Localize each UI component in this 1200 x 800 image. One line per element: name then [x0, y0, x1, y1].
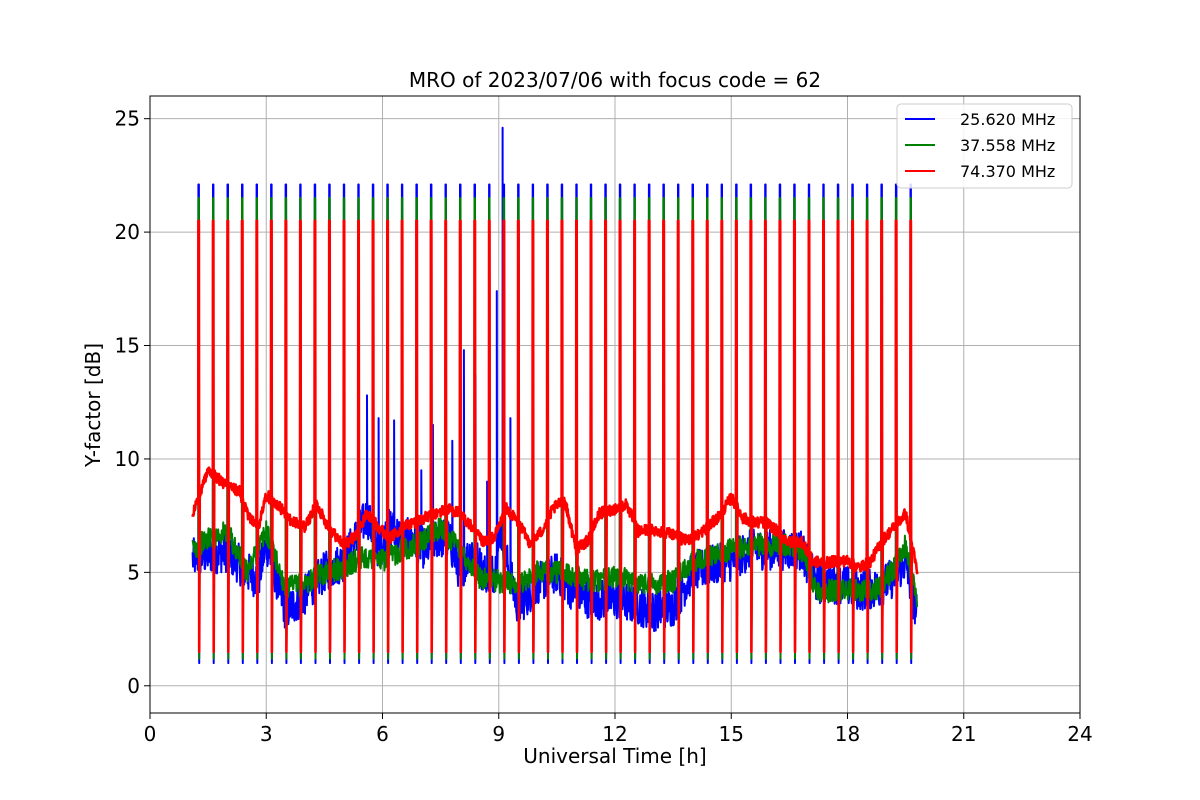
- chart-title: MRO of 2023/07/06 with focus code = 62: [409, 68, 821, 92]
- y-tick-label: 15: [115, 334, 140, 358]
- x-tick-label: 15: [719, 722, 744, 746]
- y-tick-label: 25: [115, 107, 140, 131]
- x-tick-label: 9: [492, 722, 505, 746]
- tick-layer: 0 3 6 9 12 15 18 21 24 0 5 10 15 20 25: [115, 107, 1093, 746]
- series-layer: [191, 126, 919, 665]
- legend-label-2: 37.558 MHz: [960, 136, 1055, 155]
- legend-box: [896, 103, 1073, 189]
- x-tick-label: 21: [951, 722, 976, 746]
- y-tick-label: 20: [115, 220, 140, 244]
- legend-label-1: 25.620 MHz: [960, 110, 1055, 129]
- legend: 25.620 MHz 37.558 MHz 74.370 MHz: [896, 103, 1073, 189]
- y-tick-label: 5: [127, 560, 140, 584]
- grid-layer: [149, 96, 1081, 713]
- x-tick-label: 0: [144, 722, 157, 746]
- series-line-3: [191, 219, 919, 654]
- y-axis-label: Y-factor [dB]: [81, 343, 105, 468]
- x-tick-label: 12: [602, 722, 627, 746]
- x-tick-label: 3: [260, 722, 273, 746]
- x-axis-label: Universal Time [h]: [523, 744, 706, 768]
- y-tick-label: 0: [127, 674, 140, 698]
- x-tick-label: 6: [376, 722, 389, 746]
- legend-label-3: 74.370 MHz: [960, 162, 1055, 181]
- x-tick-label: 18: [835, 722, 860, 746]
- y-tick-label: 10: [115, 447, 140, 471]
- x-tick-label: 24: [1067, 722, 1092, 746]
